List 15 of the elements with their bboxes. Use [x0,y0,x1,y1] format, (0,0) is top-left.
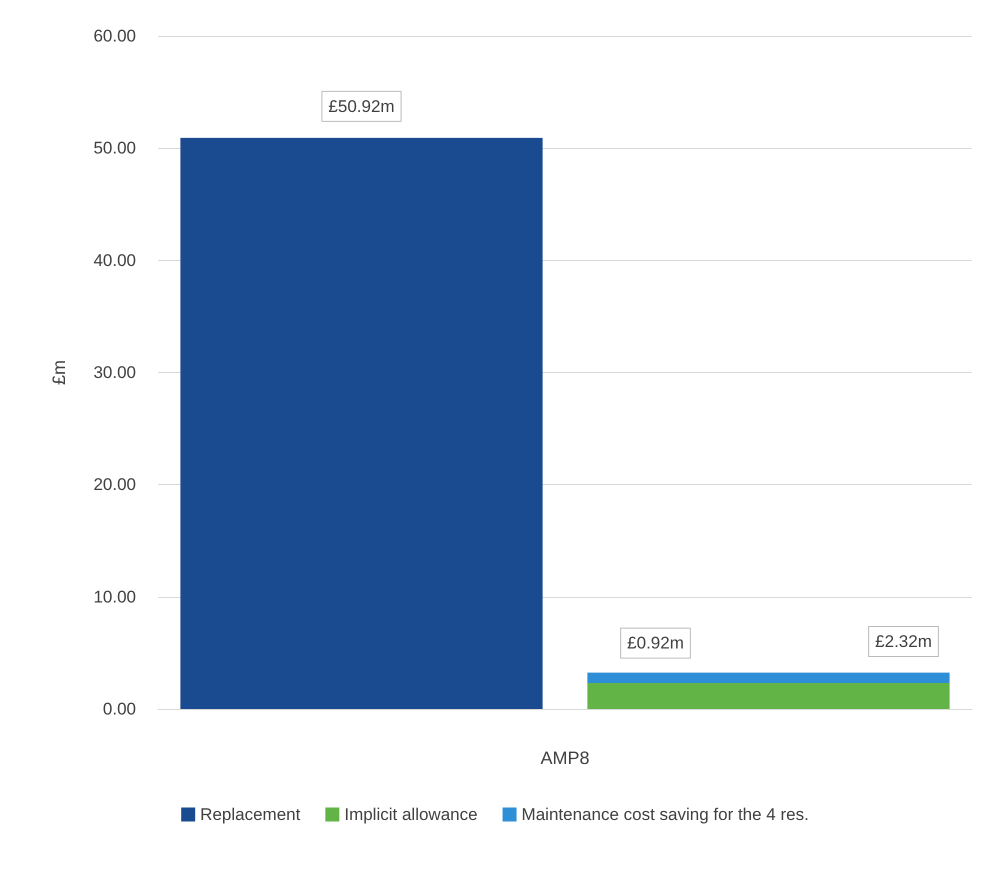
legend-label: Replacement [200,805,301,824]
y-tick-label: 20.00 [93,475,136,494]
y-tick-label: 60.00 [93,26,136,46]
y-tick-label: 30.00 [93,363,136,382]
y-tick-label: 50.00 [93,138,136,158]
x-axis-title: AMP8 [540,748,590,768]
data-label: £2.32m [875,632,932,651]
data-label: £0.92m [627,634,684,653]
legend-label: Maintenance cost saving for the 4 res. [522,805,809,824]
y-tick-label: 0.00 [102,700,136,718]
y-tick-label: 40.00 [93,250,136,270]
legend-label: Implicit allowance [344,805,478,824]
y-tick-label: 10.00 [93,587,136,606]
data-label: £50.92m [328,96,395,116]
y-axis-title: £m [49,360,69,386]
